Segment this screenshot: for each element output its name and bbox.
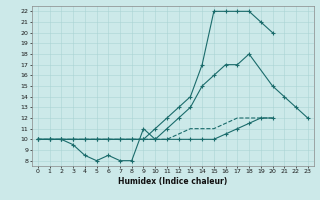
X-axis label: Humidex (Indice chaleur): Humidex (Indice chaleur): [118, 177, 228, 186]
